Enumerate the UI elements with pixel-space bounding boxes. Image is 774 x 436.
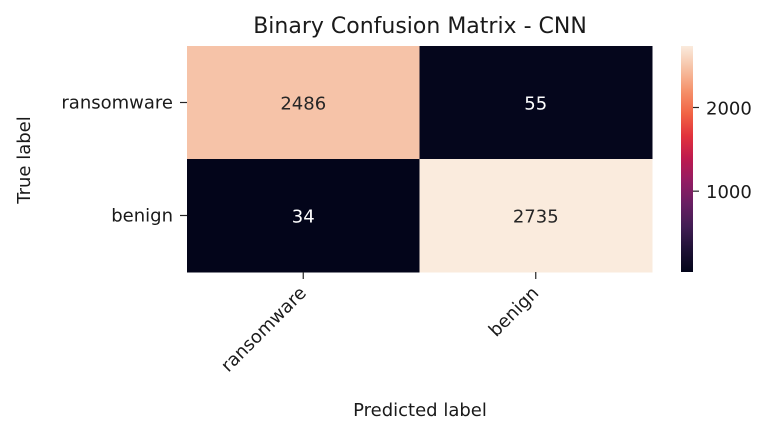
cell-value-label: 2486 — [280, 94, 326, 115]
heatmap-cell — [419, 46, 653, 160]
heatmap-cells: 2486 55 34 2735 — [187, 46, 653, 273]
colorbar-tick-label: 1000 — [706, 182, 752, 203]
cell-value-label: 55 — [524, 94, 547, 115]
chart-title: Binary Confusion Matrix - CNN — [253, 14, 587, 39]
y-tick-label: ransomware — [61, 93, 173, 114]
cell-value-label: 34 — [292, 207, 315, 228]
colorbar: 1000 2000 — [681, 46, 752, 272]
x-tick-labels: ransomware benign — [217, 272, 543, 376]
heatmap-cell — [419, 159, 653, 273]
x-tick-label: ransomware — [217, 283, 311, 377]
colorbar-gradient — [681, 46, 693, 272]
y-tick-labels: ransomware benign — [61, 93, 187, 227]
heatmap-cell — [187, 159, 420, 273]
y-axis-label: True label — [14, 116, 35, 205]
heatmap-cell — [187, 46, 420, 160]
cell-value-label: 2735 — [513, 207, 559, 228]
y-tick-label: benign — [111, 206, 173, 227]
x-tick-label: benign — [485, 283, 544, 342]
colorbar-tick-label: 2000 — [706, 98, 752, 119]
x-axis-label: Predicted label — [353, 400, 487, 421]
